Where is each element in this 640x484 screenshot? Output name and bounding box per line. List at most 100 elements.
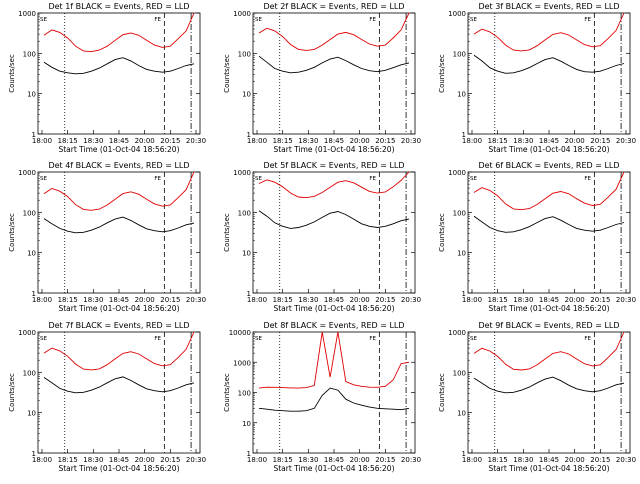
- y-tick-label: 1: [32, 131, 36, 139]
- x-axis-label: Start Time (01-Oct-04 18:56:20): [273, 145, 394, 154]
- y-axis-label: Counts/sec: [438, 54, 446, 93]
- x-tick-label: 20:15: [160, 456, 180, 464]
- x-tick-label: 18:00: [462, 296, 482, 304]
- fe-marker-label: FE: [369, 17, 376, 23]
- x-tick-label: 18:00: [32, 137, 52, 145]
- x-tick-label: 18:45: [109, 137, 129, 145]
- y-axis-label: Counts/sec: [438, 213, 446, 252]
- panel-title: Det 2f BLACK = Events, RED = LLD: [263, 2, 404, 11]
- y-axis-label: Counts/sec: [438, 373, 446, 412]
- panel-title: Det 4f BLACK = Events, RED = LLD: [48, 161, 189, 170]
- se-marker-label: SE: [255, 336, 262, 342]
- x-tick-label: 18:15: [58, 296, 78, 304]
- x-axis-label: Start Time (01-Oct-04 18:56:20): [488, 304, 609, 313]
- y-tick-label: 10: [242, 420, 251, 428]
- x-tick-label: 18:00: [247, 137, 267, 145]
- y-tick-label: 10: [27, 250, 36, 258]
- detector-panel-5: Det 5f BLACK = Events, RED = LLD 1 10 100 10…: [223, 161, 421, 313]
- y-tick-label: 1: [462, 131, 466, 139]
- y-tick-label: 100: [453, 209, 466, 217]
- se-marker-label: SE: [255, 176, 262, 182]
- detector-panel-2: Det 2f BLACK = Events, RED = LLD 1 10 100 10…: [223, 2, 421, 154]
- events-series-line: [258, 55, 410, 74]
- se-marker-label: SE: [255, 17, 262, 23]
- x-tick-label: 18:15: [488, 456, 508, 464]
- se-marker-label: SE: [40, 336, 47, 342]
- x-axis-label: Start Time (01-Oct-04 18:56:20): [273, 464, 394, 473]
- x-tick-label: 20:15: [590, 137, 610, 145]
- lld-series-line: [258, 331, 410, 389]
- y-tick-label: 1000: [233, 359, 251, 367]
- x-tick-label: 20:30: [616, 137, 636, 145]
- x-tick-label: 18:30: [83, 456, 103, 464]
- x-tick-label: 20:15: [160, 137, 180, 145]
- y-tick-label: 10: [242, 91, 251, 99]
- se-marker-label: SE: [470, 176, 477, 182]
- lld-series-line: [473, 12, 625, 52]
- x-tick-label: 18:00: [462, 137, 482, 145]
- x-tick-label: 18:45: [539, 296, 559, 304]
- lld-series-line: [43, 171, 195, 211]
- y-tick-label: 1: [32, 290, 36, 298]
- y-tick-label: 10: [27, 410, 36, 418]
- y-tick-label: 1: [247, 131, 251, 139]
- plot-frame: [252, 331, 416, 454]
- y-tick-label: 1000: [18, 10, 36, 18]
- detector-panel-1: Det 1f BLACK = Events, RED = LLD 1 10 100 10…: [8, 2, 206, 154]
- x-tick-label: 20:15: [590, 296, 610, 304]
- fe-marker-label: FE: [584, 336, 591, 342]
- fe-marker-label: FE: [154, 17, 161, 23]
- se-marker-label: SE: [40, 176, 47, 182]
- lld-series-line: [473, 331, 625, 371]
- x-tick-label: 18:00: [32, 296, 52, 304]
- y-tick-label: 100: [23, 209, 36, 217]
- x-axis-label: Start Time (01-Oct-04 18:56:20): [58, 145, 179, 154]
- events-series-line: [473, 54, 625, 74]
- y-tick-label: 100: [238, 50, 251, 58]
- y-tick-label: 10: [27, 91, 36, 99]
- y-axis-label: Counts/sec: [223, 54, 231, 93]
- lld-series-line: [43, 12, 195, 53]
- panel-title: Det 5f BLACK = Events, RED = LLD: [263, 161, 404, 170]
- x-tick-label: 18:45: [539, 137, 559, 145]
- panel-title: Det 6f BLACK = Events, RED = LLD: [478, 161, 619, 170]
- x-tick-label: 18:45: [324, 296, 344, 304]
- x-tick-label: 18:00: [32, 456, 52, 464]
- plot-frame: [37, 12, 201, 135]
- y-tick-label: 1000: [448, 10, 466, 18]
- lld-series-line: [258, 12, 410, 51]
- x-axis-label: Start Time (01-Oct-04 18:56:20): [58, 464, 179, 473]
- plot-frame: [467, 12, 631, 135]
- y-tick-label: 10000: [229, 329, 251, 337]
- detector-panel-7: Det 7f BLACK = Events, RED = LLD 1 10 100 10…: [8, 321, 206, 473]
- x-tick-label: 20:00: [135, 296, 155, 304]
- x-tick-label: 20:30: [186, 137, 206, 145]
- y-tick-label: 10: [457, 91, 466, 99]
- y-tick-label: 1000: [233, 10, 251, 18]
- detector-panel-8: Det 8f BLACK = Events, RED = LLD 1 10 100 10…: [223, 321, 421, 473]
- x-tick-label: 18:30: [298, 137, 318, 145]
- y-tick-label: 100: [453, 369, 466, 377]
- x-tick-label: 20:00: [350, 456, 370, 464]
- y-axis-label: Counts/sec: [8, 373, 16, 412]
- x-tick-label: 18:30: [83, 137, 103, 145]
- events-series-line: [473, 376, 625, 394]
- y-tick-label: 10: [457, 250, 466, 258]
- y-axis-label: Counts/sec: [8, 54, 16, 93]
- plot-frame: [467, 171, 631, 294]
- x-axis-label: Start Time (01-Oct-04 18:56:20): [58, 304, 179, 313]
- x-tick-label: 20:00: [565, 137, 585, 145]
- y-tick-label: 1000: [448, 169, 466, 177]
- y-tick-label: 1: [462, 290, 466, 298]
- x-tick-label: 20:15: [375, 296, 395, 304]
- y-tick-label: 100: [23, 50, 36, 58]
- y-axis-label: Counts/sec: [223, 373, 231, 412]
- x-tick-label: 18:15: [58, 137, 78, 145]
- x-tick-label: 20:00: [350, 137, 370, 145]
- lld-series-line: [258, 171, 410, 199]
- y-tick-label: 1: [32, 450, 36, 458]
- x-tick-label: 18:15: [58, 456, 78, 464]
- fe-marker-label: FE: [154, 336, 161, 342]
- events-series-line: [43, 57, 195, 75]
